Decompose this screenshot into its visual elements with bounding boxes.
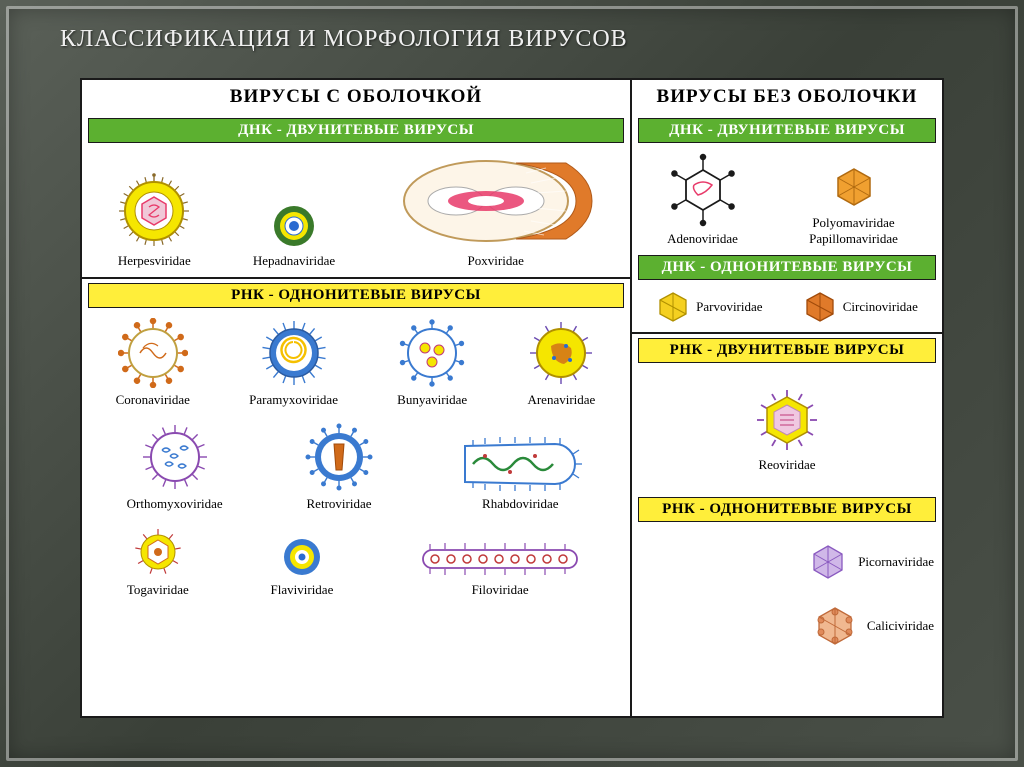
- band-dna-ss-right: ДНК - ОДНОНИТЕВЫЕ ВИРУСЫ: [638, 255, 936, 280]
- row-reo: Reoviridae: [632, 365, 942, 495]
- picornaviridae-icon: [808, 542, 848, 582]
- hepadnaviridae-icon: [271, 203, 317, 249]
- virus-orthomyxoviridae: Orthomyxoviridae: [127, 422, 223, 512]
- virus-label: Flaviviridae: [271, 582, 334, 598]
- virus-togaviridae: Togaviridae: [127, 526, 189, 598]
- virus-label: Coronaviridae: [116, 392, 190, 408]
- retroviridae-icon: [304, 422, 374, 492]
- band-rna-ss-left: РНК - ОДНОНИТЕВЫЕ ВИРУСЫ: [88, 283, 624, 308]
- filoviridae-icon: [415, 540, 585, 578]
- togaviridae-icon: [132, 526, 184, 578]
- row-picorna: Picornaviridae Caliciviridae: [632, 524, 942, 666]
- virus-retroviridae: Retroviridae: [304, 422, 374, 512]
- virus-label: Parvoviridae: [696, 299, 762, 315]
- circinoviridae-icon: [803, 290, 837, 324]
- column-enveloped: ВИРУСЫ С ОБОЛОЧКОЙ ДНК - ДВУНИТЕВЫЕ ВИРУ…: [82, 80, 632, 716]
- row-rna3: Togaviridae Flaviviridae: [82, 518, 630, 604]
- virus-label: Poxviridae: [468, 253, 524, 269]
- virus-adenoviridae: Adenoviridae: [666, 153, 740, 247]
- paramyxoviridae-icon: [259, 318, 329, 388]
- virus-paramyxoviridae: Paramyxoviridae: [249, 318, 338, 408]
- virus-label: Herpesviridae: [118, 253, 191, 269]
- virus-picornaviridae: Picornaviridae: [808, 542, 934, 582]
- flaviviridae-icon: [281, 536, 323, 578]
- row-rna1: Coronaviridae: [82, 310, 630, 414]
- band-rna-ss-right: РНК - ОДНОНИТЕВЫЕ ВИРУСЫ: [638, 497, 936, 522]
- virus-circinoviridae: Circinoviridae: [803, 290, 918, 324]
- classification-chart: ВИРУСЫ С ОБОЛОЧКОЙ ДНК - ДВУНИТЕВЫЕ ВИРУ…: [80, 78, 944, 718]
- virus-flaviviridae: Flaviviridae: [271, 536, 334, 598]
- band-rna-ds-right: РНК - ДВУНИТЕВЫЕ ВИРУСЫ: [638, 338, 936, 363]
- reoviridae-icon: [754, 387, 820, 453]
- col-left-title: ВИРУСЫ С ОБОЛОЧКОЙ: [82, 80, 630, 116]
- col-right-title: ВИРУСЫ БЕЗ ОБОЛОЧКИ: [632, 80, 942, 116]
- virus-label: Caliciviridae: [867, 618, 934, 634]
- virus-label: Orthomyxoviridae: [127, 496, 223, 512]
- virus-label: Paramyxoviridae: [249, 392, 338, 408]
- virus-coronaviridae: Coronaviridae: [116, 318, 190, 408]
- virus-poxviridae: Poxviridae: [396, 153, 596, 269]
- virus-label: Rhabdoviridae: [482, 496, 559, 512]
- arenaviridae-icon: [526, 318, 596, 388]
- virus-parvoviridae: Parvoviridae: [656, 290, 762, 324]
- divider: [82, 277, 630, 279]
- virus-label: Circinoviridae: [843, 299, 918, 315]
- virus-reoviridae: Reoviridae: [754, 387, 820, 473]
- row-rna2: Orthomyxoviridae: [82, 414, 630, 518]
- virus-label: Filoviridae: [472, 582, 529, 598]
- row-adeno: Adenoviridae Polyomaviridae Papillomavir…: [632, 145, 942, 253]
- column-non-enveloped: ВИРУСЫ БЕЗ ОБОЛОЧКИ ДНК - ДВУНИТЕВЫЕ ВИР…: [632, 80, 942, 716]
- bunyaviridae-icon: [397, 318, 467, 388]
- virus-polyoma: Polyomaviridae Papillomaviridae: [799, 163, 909, 247]
- virus-bunyaviridae: Bunyaviridae: [397, 318, 467, 408]
- virus-filoviridae: Filoviridae: [415, 540, 585, 598]
- virus-label: Bunyaviridae: [397, 392, 467, 408]
- virus-hepadnaviridae: Hepadnaviridae: [253, 203, 335, 269]
- virus-label: Polyomaviridae Papillomaviridae: [799, 215, 909, 247]
- virus-label: Retroviridae: [307, 496, 372, 512]
- coronaviridae-icon: [118, 318, 188, 388]
- parvoviridae-icon: [656, 290, 690, 324]
- row-parvo: Parvoviridae Circinoviridae: [632, 282, 942, 330]
- virus-herpesviridae: Herpesviridae: [116, 173, 192, 269]
- poxviridae-icon: [396, 153, 596, 249]
- virus-arenaviridae: Arenaviridae: [526, 318, 596, 408]
- adenoviridae-icon: [666, 153, 740, 227]
- virus-label: Reoviridae: [758, 457, 815, 473]
- divider: [632, 332, 942, 334]
- virus-label: Togaviridae: [127, 582, 189, 598]
- virus-label: Hepadnaviridae: [253, 253, 335, 269]
- virus-caliciviridae: Caliciviridae: [813, 604, 934, 648]
- band-dna-ds-left: ДНК - ДВУНИТЕВЫЕ ВИРУСЫ: [88, 118, 624, 143]
- slide-title: КЛАССИФИКАЦИЯ И МОРФОЛОГИЯ ВИРУСОВ: [60, 26, 628, 53]
- virus-rhabdoviridae: Rhabdoviridae: [455, 436, 585, 512]
- polyoma-icon: [830, 163, 878, 211]
- orthomyxoviridae-icon: [140, 422, 210, 492]
- row-dna-ds-left: Herpesviridae Hepadnaviridae: [82, 145, 630, 275]
- band-dna-ds-right: ДНК - ДВУНИТЕВЫЕ ВИРУСЫ: [638, 118, 936, 143]
- caliciviridae-icon: [813, 604, 857, 648]
- herpesviridae-icon: [116, 173, 192, 249]
- virus-label: Arenaviridae: [527, 392, 595, 408]
- virus-label: Adenoviridae: [667, 231, 738, 247]
- rhabdoviridae-icon: [455, 436, 585, 492]
- virus-label: Picornaviridae: [858, 554, 934, 570]
